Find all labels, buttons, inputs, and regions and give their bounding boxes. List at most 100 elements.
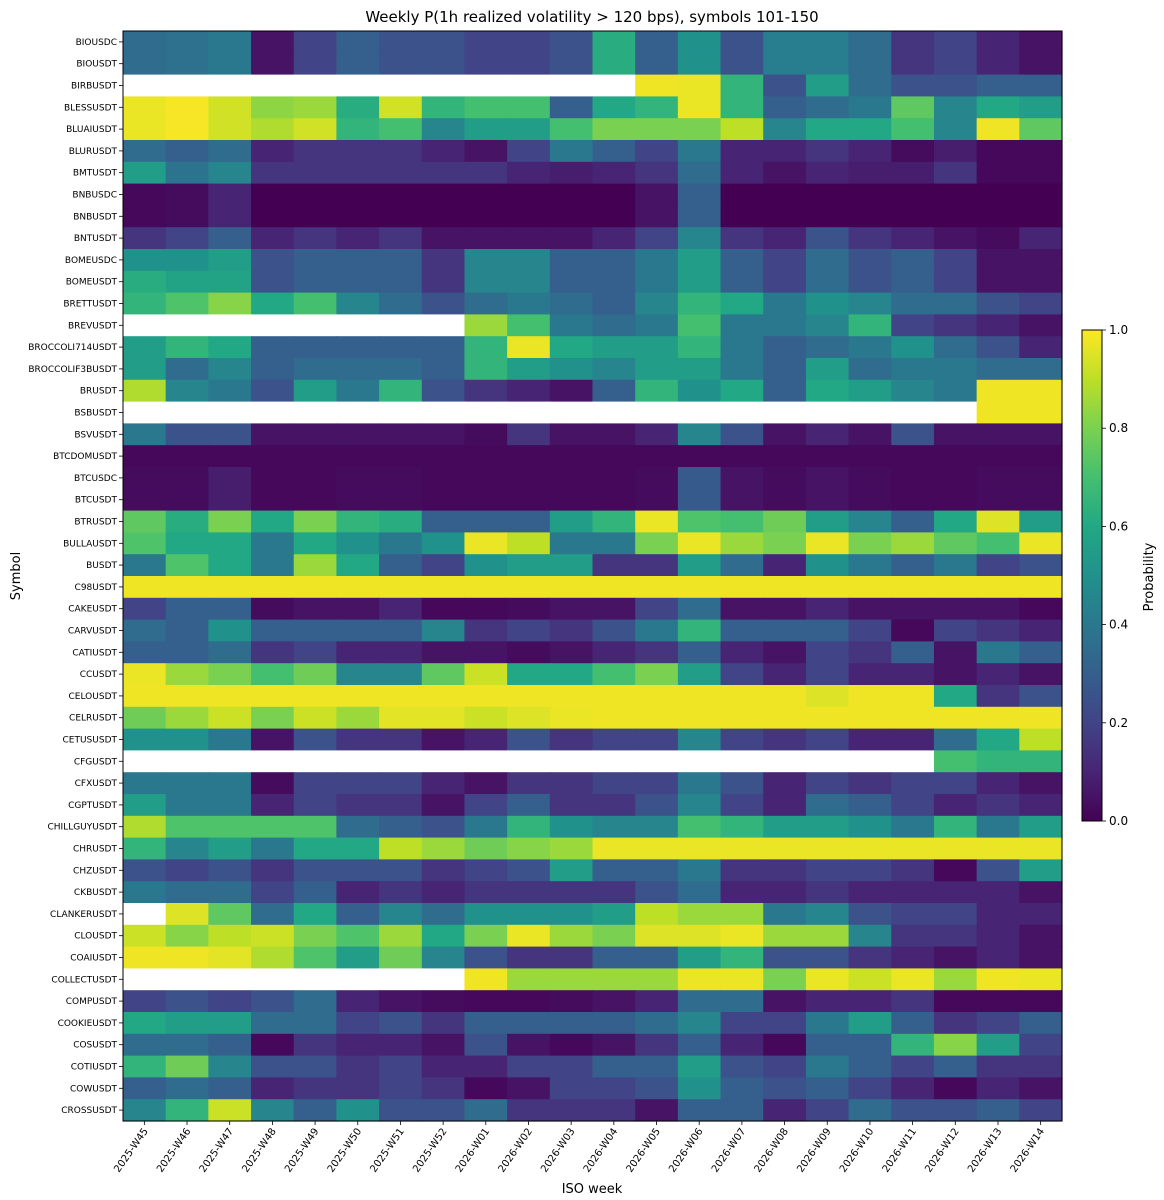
heatmap-cell: [165, 728, 209, 751]
heatmap-cell: [976, 663, 1020, 686]
heatmap-cell: [293, 968, 338, 991]
y-axis-label: Symbol: [9, 552, 24, 600]
heatmap-cell: [805, 31, 850, 54]
heatmap-cell: [592, 1055, 636, 1078]
heatmap-cell: [933, 663, 978, 686]
heatmap-cell: [976, 1099, 1020, 1122]
heatmap-cell: [677, 1033, 722, 1057]
heatmap-cell: [251, 685, 295, 708]
heatmap-cell: [1019, 924, 1063, 948]
heatmap-cell: [165, 859, 209, 882]
heatmap-cell: [507, 946, 551, 969]
heatmap-cell: [379, 488, 423, 512]
heatmap-cell: [507, 183, 551, 206]
heatmap-cell: [763, 663, 807, 686]
y-tick-label: CFXUSDT: [75, 779, 118, 789]
heatmap-cell: [123, 314, 167, 337]
heatmap-cell: [379, 1077, 423, 1100]
heatmap-cell: [635, 1033, 679, 1057]
heatmap-cell: [891, 1099, 935, 1122]
heatmap-cell: [1019, 52, 1063, 76]
heatmap-cell: [293, 685, 338, 708]
plot-frame: [122, 30, 1063, 1122]
heatmap-cell: [336, 706, 380, 730]
colorbar-tick-label: 0.2: [1109, 716, 1128, 730]
heatmap-cell: [976, 1055, 1020, 1078]
heatmap-cell: [379, 859, 423, 882]
heatmap-cell: [208, 750, 252, 773]
heatmap-cell: [592, 990, 636, 1013]
heatmap-cell: [891, 576, 935, 599]
heatmap-cell: [421, 597, 466, 621]
heatmap-cell: [421, 1055, 466, 1078]
heatmap-cell: [1019, 663, 1063, 686]
heatmap-cell: [379, 815, 423, 839]
heatmap-cell: [251, 903, 295, 926]
heatmap-cell: [763, 750, 807, 773]
x-tick-label: 2026-W02: [497, 1126, 535, 1174]
heatmap-cell: [763, 619, 807, 642]
colorbar-tick-label: 0.4: [1109, 618, 1128, 632]
heatmap-cell: [805, 532, 850, 555]
heatmap-cell: [891, 772, 935, 795]
heatmap-cell: [464, 52, 508, 76]
heatmap-cell: [208, 510, 252, 533]
heatmap-cell: [507, 249, 551, 272]
heatmap-cell: [933, 292, 978, 315]
heatmap-cell: [848, 1077, 892, 1100]
heatmap-cell: [379, 924, 423, 948]
heatmap-cell: [763, 292, 807, 315]
heatmap-cell: [976, 794, 1020, 817]
heatmap-cell: [507, 532, 551, 555]
heatmap-cell: [464, 292, 508, 315]
heatmap-cell: [165, 74, 209, 97]
heatmap-cell: [421, 314, 466, 337]
heatmap-cell: [891, 358, 935, 381]
heatmap-cell: [763, 924, 807, 948]
heatmap-cell: [891, 554, 935, 577]
heatmap-cell: [208, 227, 252, 250]
heatmap-cell: [720, 161, 764, 185]
heatmap-cell: [293, 161, 338, 185]
heatmap-cell: [549, 1012, 594, 1035]
heatmap-cell: [123, 532, 167, 555]
heatmap-cell: [720, 205, 764, 228]
heatmap-cell: [421, 205, 466, 228]
x-tick-label: 2025-W49: [283, 1126, 321, 1174]
heatmap-cell: [165, 227, 209, 250]
heatmap-cell: [635, 990, 679, 1013]
y-tick-label: BSBUSDT: [74, 409, 117, 419]
y-tick-label: BOMEUSDT: [66, 278, 118, 288]
heatmap-cell: [293, 118, 338, 141]
heatmap-cell: [507, 74, 551, 97]
x-tick-label: 2026-W11: [881, 1126, 919, 1174]
heatmap-cell: [464, 488, 508, 512]
heatmap-cell: [763, 161, 807, 185]
heatmap-cell: [123, 74, 167, 97]
x-tick-label: 2026-W12: [923, 1126, 961, 1174]
heatmap-cell: [549, 74, 594, 97]
heatmap-cell: [507, 205, 551, 228]
heatmap-cell: [891, 859, 935, 882]
heatmap-cell: [336, 1099, 380, 1122]
heatmap-cell: [677, 96, 722, 119]
heatmap-cell: [976, 532, 1020, 555]
heatmap-cell: [933, 685, 978, 708]
x-axis-ticks: 2025-W45 2025-W46 2025-W47 2025-W48 2025-W49…: [112, 1121, 1047, 1175]
heatmap-cell: [891, 968, 935, 991]
heatmap-cell: [891, 249, 935, 272]
heatmap-cell: [763, 205, 807, 228]
heatmap-cell: [336, 336, 380, 359]
heatmap-cell: [293, 336, 338, 359]
heatmap-cell: [677, 641, 722, 664]
y-tick-label: BLURUSDT: [69, 147, 118, 157]
heatmap-cell: [208, 532, 252, 555]
heatmap-cell: [421, 1077, 466, 1100]
heatmap-cell: [635, 467, 679, 490]
colorbar-ticks: 0.0 0.2 0.4 0.6 0.8 1.0: [1102, 323, 1128, 828]
heatmap-cell: [1019, 445, 1063, 468]
heatmap-cell: [677, 990, 722, 1013]
heatmap-cell: [421, 358, 466, 381]
heatmap-cell: [763, 74, 807, 97]
heatmap-cell: [805, 336, 850, 359]
